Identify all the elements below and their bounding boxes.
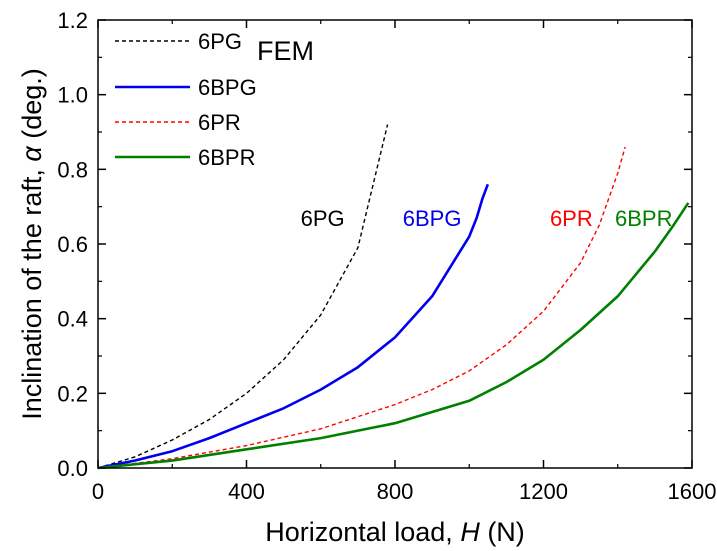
annotation-6pr: 6PR	[550, 206, 593, 231]
tick-labels: 0 400 800 1200 1600 0.0 0.2 0.4 0.6 0.8 1.0 1.2	[57, 8, 716, 504]
y-tick-label: 0.2	[57, 381, 88, 406]
legend-label-6pg: 6PG	[198, 29, 242, 54]
series-line-6bpg	[97, 183, 490, 470]
x-tick-label: 400	[228, 479, 265, 504]
x-axis-title-var: H	[460, 517, 480, 547]
series-line-6pr	[97, 146, 626, 469]
legend: FEM 6PG 6BPG 6PR 6BPR	[115, 29, 314, 170]
legend-title: FEM	[257, 36, 314, 66]
legend-label-6bpg: 6BPG	[198, 75, 257, 100]
y-tick-label: 1.2	[57, 8, 88, 33]
y-tick-label: 0.4	[57, 307, 88, 332]
annotation-6bpr: 6BPR	[615, 206, 672, 231]
series-line-6bpr	[97, 202, 690, 470]
plot-frame	[97, 19, 693, 469]
x-axis-title-unit: (N)	[480, 517, 525, 547]
y-tick-label: 0.8	[57, 157, 88, 182]
annotation-layer: 6PG 6BPG 6PR 6BPR	[301, 206, 673, 231]
x-tick-label: 800	[377, 479, 414, 504]
x-tick-label: 1200	[519, 479, 568, 504]
legend-label-6pr: 6PR	[198, 110, 241, 135]
y-tick-label: 0.0	[57, 456, 88, 481]
y-tick-label: 0.6	[57, 232, 88, 257]
legend-label-6bpr: 6BPR	[198, 145, 255, 170]
x-axis-title-main: Horizontal load,	[265, 517, 460, 547]
series-line-6pg	[97, 124, 389, 469]
y-axis-title-main: Inclination of the raft,	[17, 162, 47, 420]
annotation-6pg: 6PG	[301, 206, 345, 231]
y-axis-title-var: α	[17, 145, 47, 162]
y-axis-title-unit: (deg.)	[17, 68, 47, 146]
annotation-6bpg: 6BPG	[403, 206, 462, 231]
x-tick-label: 1600	[668, 479, 717, 504]
x-axis-title: Horizontal load, H (N)	[265, 517, 525, 547]
y-axis-title: Inclination of the raft, α (deg.)	[17, 68, 47, 420]
series-layer	[97, 124, 690, 470]
x-tick-label: 0	[92, 479, 104, 504]
y-tick-label: 1.0	[57, 83, 88, 108]
